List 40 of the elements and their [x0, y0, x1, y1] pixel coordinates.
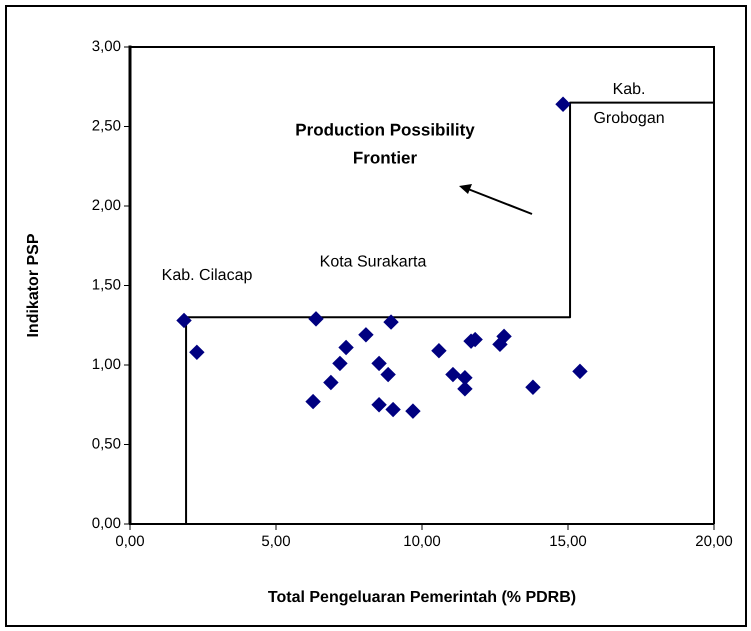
y-tick-label: 2,00	[92, 197, 121, 214]
point	[372, 356, 387, 371]
point	[405, 404, 420, 419]
x-tick-label: 20,00	[695, 533, 733, 550]
point	[525, 380, 540, 395]
point	[386, 402, 401, 418]
y-tick-label: 0,00	[92, 515, 121, 532]
point	[372, 397, 387, 412]
y-axis-title: Indikator PSP	[25, 233, 42, 338]
y-tick-label: 0,50	[92, 436, 121, 453]
point	[384, 314, 399, 330]
point	[306, 394, 321, 410]
annotation: Kab. Grobogan	[593, 81, 665, 128]
point	[308, 311, 324, 326]
point	[572, 364, 588, 379]
annotation: Kab. Cilacap	[162, 266, 252, 284]
point	[338, 340, 354, 356]
y-tick-label: 2,50	[92, 118, 121, 135]
point	[380, 367, 396, 382]
point	[323, 374, 338, 390]
point	[445, 367, 460, 382]
point	[556, 96, 571, 112]
point	[358, 327, 374, 342]
x-tick-label: 10,00	[403, 533, 441, 550]
point	[332, 356, 348, 371]
point	[189, 344, 204, 360]
x-tick-label: 5,00	[261, 533, 291, 550]
y-tick-label: 1,00	[92, 356, 121, 374]
x-axis-title: Total Pengeluaran Pemerintah (% PDRB)	[268, 588, 576, 606]
y-tick-label: 3,00	[92, 38, 121, 56]
point	[457, 370, 472, 386]
annotation: Kota Surakarta	[320, 253, 426, 270]
point	[176, 312, 192, 328]
annotation: Production Possibility Frontier	[295, 120, 476, 168]
y-tick-label: 1,50	[92, 276, 121, 294]
point	[496, 328, 512, 344]
point	[457, 381, 472, 396]
x-tick-label: 0,00	[115, 533, 145, 550]
point	[431, 343, 446, 358]
x-tick-label: 15,00	[549, 533, 587, 550]
